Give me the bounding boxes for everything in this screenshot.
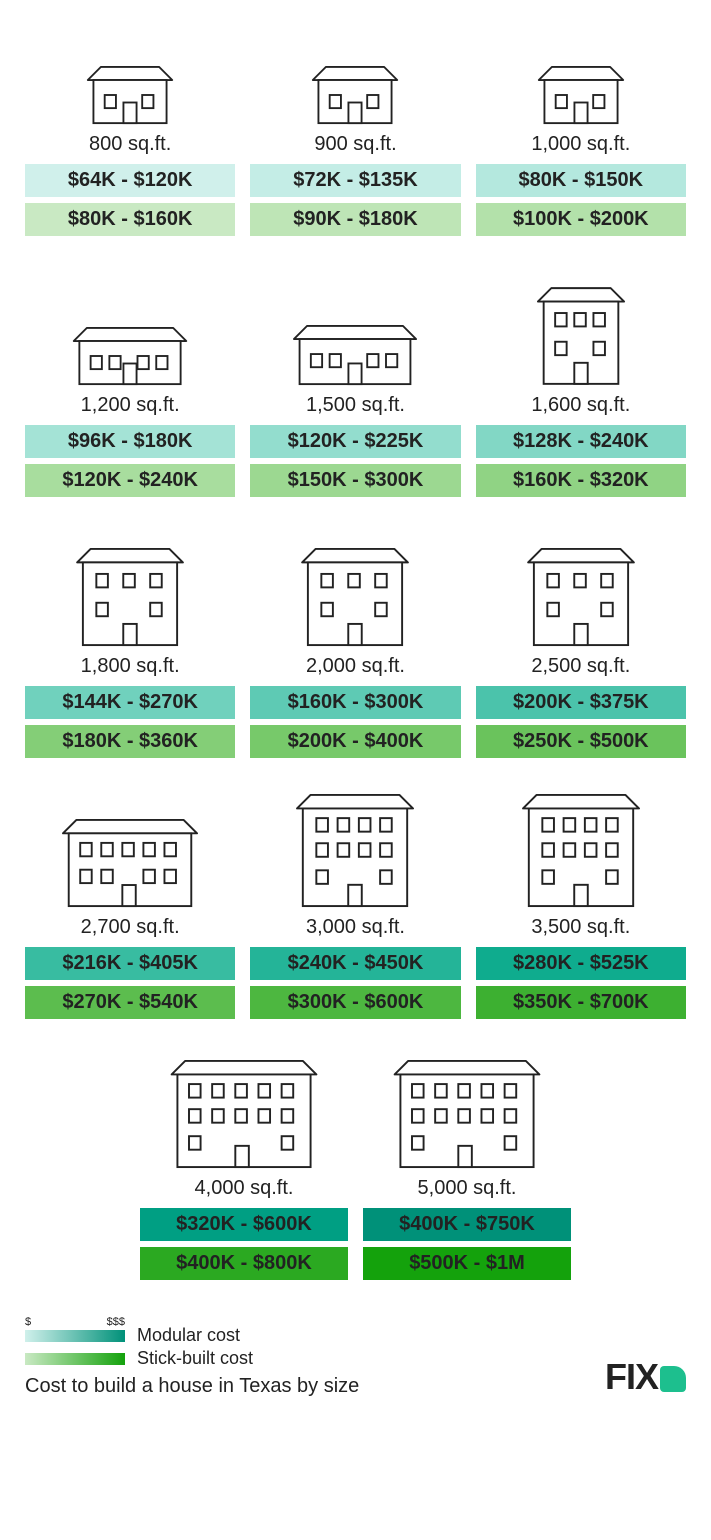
sqft-label: 800 sq.ft.	[89, 133, 171, 156]
house-icon	[295, 803, 415, 908]
modular-price: $200K - $375K	[476, 686, 686, 719]
house-card: 4,000 sq.ft. $320K - $600K $400K - $800K	[140, 1064, 348, 1280]
modular-price: $72K - $135K	[250, 164, 460, 197]
sqft-label: 5,000 sq.ft.	[418, 1177, 517, 1200]
house-card: 3,000 sq.ft. $240K - $450K $300K - $600K	[250, 803, 460, 1019]
house-card: 2,700 sq.ft. $216K - $405K $270K - $540K	[25, 803, 235, 1019]
sqft-label: 2,000 sq.ft.	[306, 655, 405, 678]
house-icon	[290, 281, 420, 386]
house-icon	[310, 20, 400, 125]
house-card: 1,000 sq.ft. $80K - $150K $100K - $200K	[476, 20, 686, 236]
legend-gradient-modular	[25, 1330, 125, 1342]
house-icon	[300, 542, 410, 647]
stick-price: $500K - $1M	[363, 1247, 571, 1280]
modular-price: $400K - $750K	[363, 1208, 571, 1241]
modular-price: $144K - $270K	[25, 686, 235, 719]
brand-logo: FIX	[605, 1356, 686, 1398]
modular-price: $216K - $405K	[25, 947, 235, 980]
stick-price: $90K - $180K	[250, 203, 460, 236]
legend-label-stick: Stick-built cost	[137, 1348, 253, 1369]
sqft-label: 2,500 sq.ft.	[531, 655, 630, 678]
stick-price: $160K - $320K	[476, 464, 686, 497]
house-icon	[70, 281, 190, 386]
legend-label-modular: Modular cost	[137, 1325, 240, 1346]
house-row: 800 sq.ft. $64K - $120K $80K - $160K 900…	[25, 20, 686, 236]
stick-price: $80K - $160K	[25, 203, 235, 236]
house-card: 2,500 sq.ft. $200K - $375K $250K - $500K	[476, 542, 686, 758]
sqft-label: 900 sq.ft.	[314, 133, 396, 156]
house-card: 1,200 sq.ft. $96K - $180K $120K - $240K	[25, 281, 235, 497]
modular-price: $96K - $180K	[25, 425, 235, 458]
modular-price: $320K - $600K	[140, 1208, 348, 1241]
house-icon	[60, 803, 200, 908]
house-card: 800 sq.ft. $64K - $120K $80K - $160K	[25, 20, 235, 236]
modular-price: $64K - $120K	[25, 164, 235, 197]
modular-price: $160K - $300K	[250, 686, 460, 719]
modular-price: $80K - $150K	[476, 164, 686, 197]
house-row: 4,000 sq.ft. $320K - $600K $400K - $800K…	[25, 1064, 686, 1280]
stick-price: $200K - $400K	[250, 725, 460, 758]
house-icon	[521, 803, 641, 908]
modular-price: $128K - $240K	[476, 425, 686, 458]
legend-row-stick: Stick-built cost	[25, 1348, 359, 1369]
brand-text: FIX	[605, 1356, 658, 1398]
house-card: 2,000 sq.ft. $160K - $300K $200K - $400K	[250, 542, 460, 758]
brand-r-icon	[660, 1366, 686, 1392]
house-row: 1,200 sq.ft. $96K - $180K $120K - $240K …	[25, 281, 686, 497]
house-card: 900 sq.ft. $72K - $135K $90K - $180K	[250, 20, 460, 236]
house-card: 3,500 sq.ft. $280K - $525K $350K - $700K	[476, 803, 686, 1019]
sqft-label: 3,500 sq.ft.	[531, 916, 630, 939]
stick-price: $270K - $540K	[25, 986, 235, 1019]
house-icon	[536, 281, 626, 386]
caption: Cost to build a house in Texas by size	[25, 1375, 359, 1398]
legend-section: Modular cost Stick-built cost Cost to bu…	[25, 1325, 686, 1398]
sqft-label: 1,200 sq.ft.	[81, 394, 180, 417]
house-card: 1,500 sq.ft. $120K - $225K $150K - $300K	[250, 281, 460, 497]
house-row: 1,800 sq.ft. $144K - $270K $180K - $360K…	[25, 542, 686, 758]
stick-price: $180K - $360K	[25, 725, 235, 758]
stick-price: $300K - $600K	[250, 986, 460, 1019]
stick-price: $350K - $700K	[476, 986, 686, 1019]
legend-left: Modular cost Stick-built cost Cost to bu…	[25, 1325, 359, 1398]
legend-row-modular: Modular cost	[25, 1325, 359, 1346]
house-card: 1,600 sq.ft. $128K - $240K $160K - $320K	[476, 281, 686, 497]
house-icon	[526, 542, 636, 647]
house-icon	[75, 542, 185, 647]
sqft-label: 2,700 sq.ft.	[81, 916, 180, 939]
sqft-label: 1,500 sq.ft.	[306, 394, 405, 417]
sqft-label: 4,000 sq.ft.	[195, 1177, 294, 1200]
sqft-label: 3,000 sq.ft.	[306, 916, 405, 939]
house-icon	[392, 1064, 542, 1169]
modular-price: $120K - $225K	[250, 425, 460, 458]
stick-price: $250K - $500K	[476, 725, 686, 758]
stick-price: $100K - $200K	[476, 203, 686, 236]
stick-price: $400K - $800K	[140, 1247, 348, 1280]
modular-price: $280K - $525K	[476, 947, 686, 980]
sqft-label: 1,800 sq.ft.	[81, 655, 180, 678]
sqft-label: 1,000 sq.ft.	[531, 133, 630, 156]
house-icon	[169, 1064, 319, 1169]
sqft-label: 1,600 sq.ft.	[531, 394, 630, 417]
house-card: 5,000 sq.ft. $400K - $750K $500K - $1M	[363, 1064, 571, 1280]
modular-price: $240K - $450K	[250, 947, 460, 980]
house-icon	[85, 20, 175, 125]
house-row: 2,700 sq.ft. $216K - $405K $270K - $540K…	[25, 803, 686, 1019]
house-icon	[536, 20, 626, 125]
stick-price: $120K - $240K	[25, 464, 235, 497]
house-card: 1,800 sq.ft. $144K - $270K $180K - $360K	[25, 542, 235, 758]
legend-gradient-stick	[25, 1353, 125, 1365]
stick-price: $150K - $300K	[250, 464, 460, 497]
